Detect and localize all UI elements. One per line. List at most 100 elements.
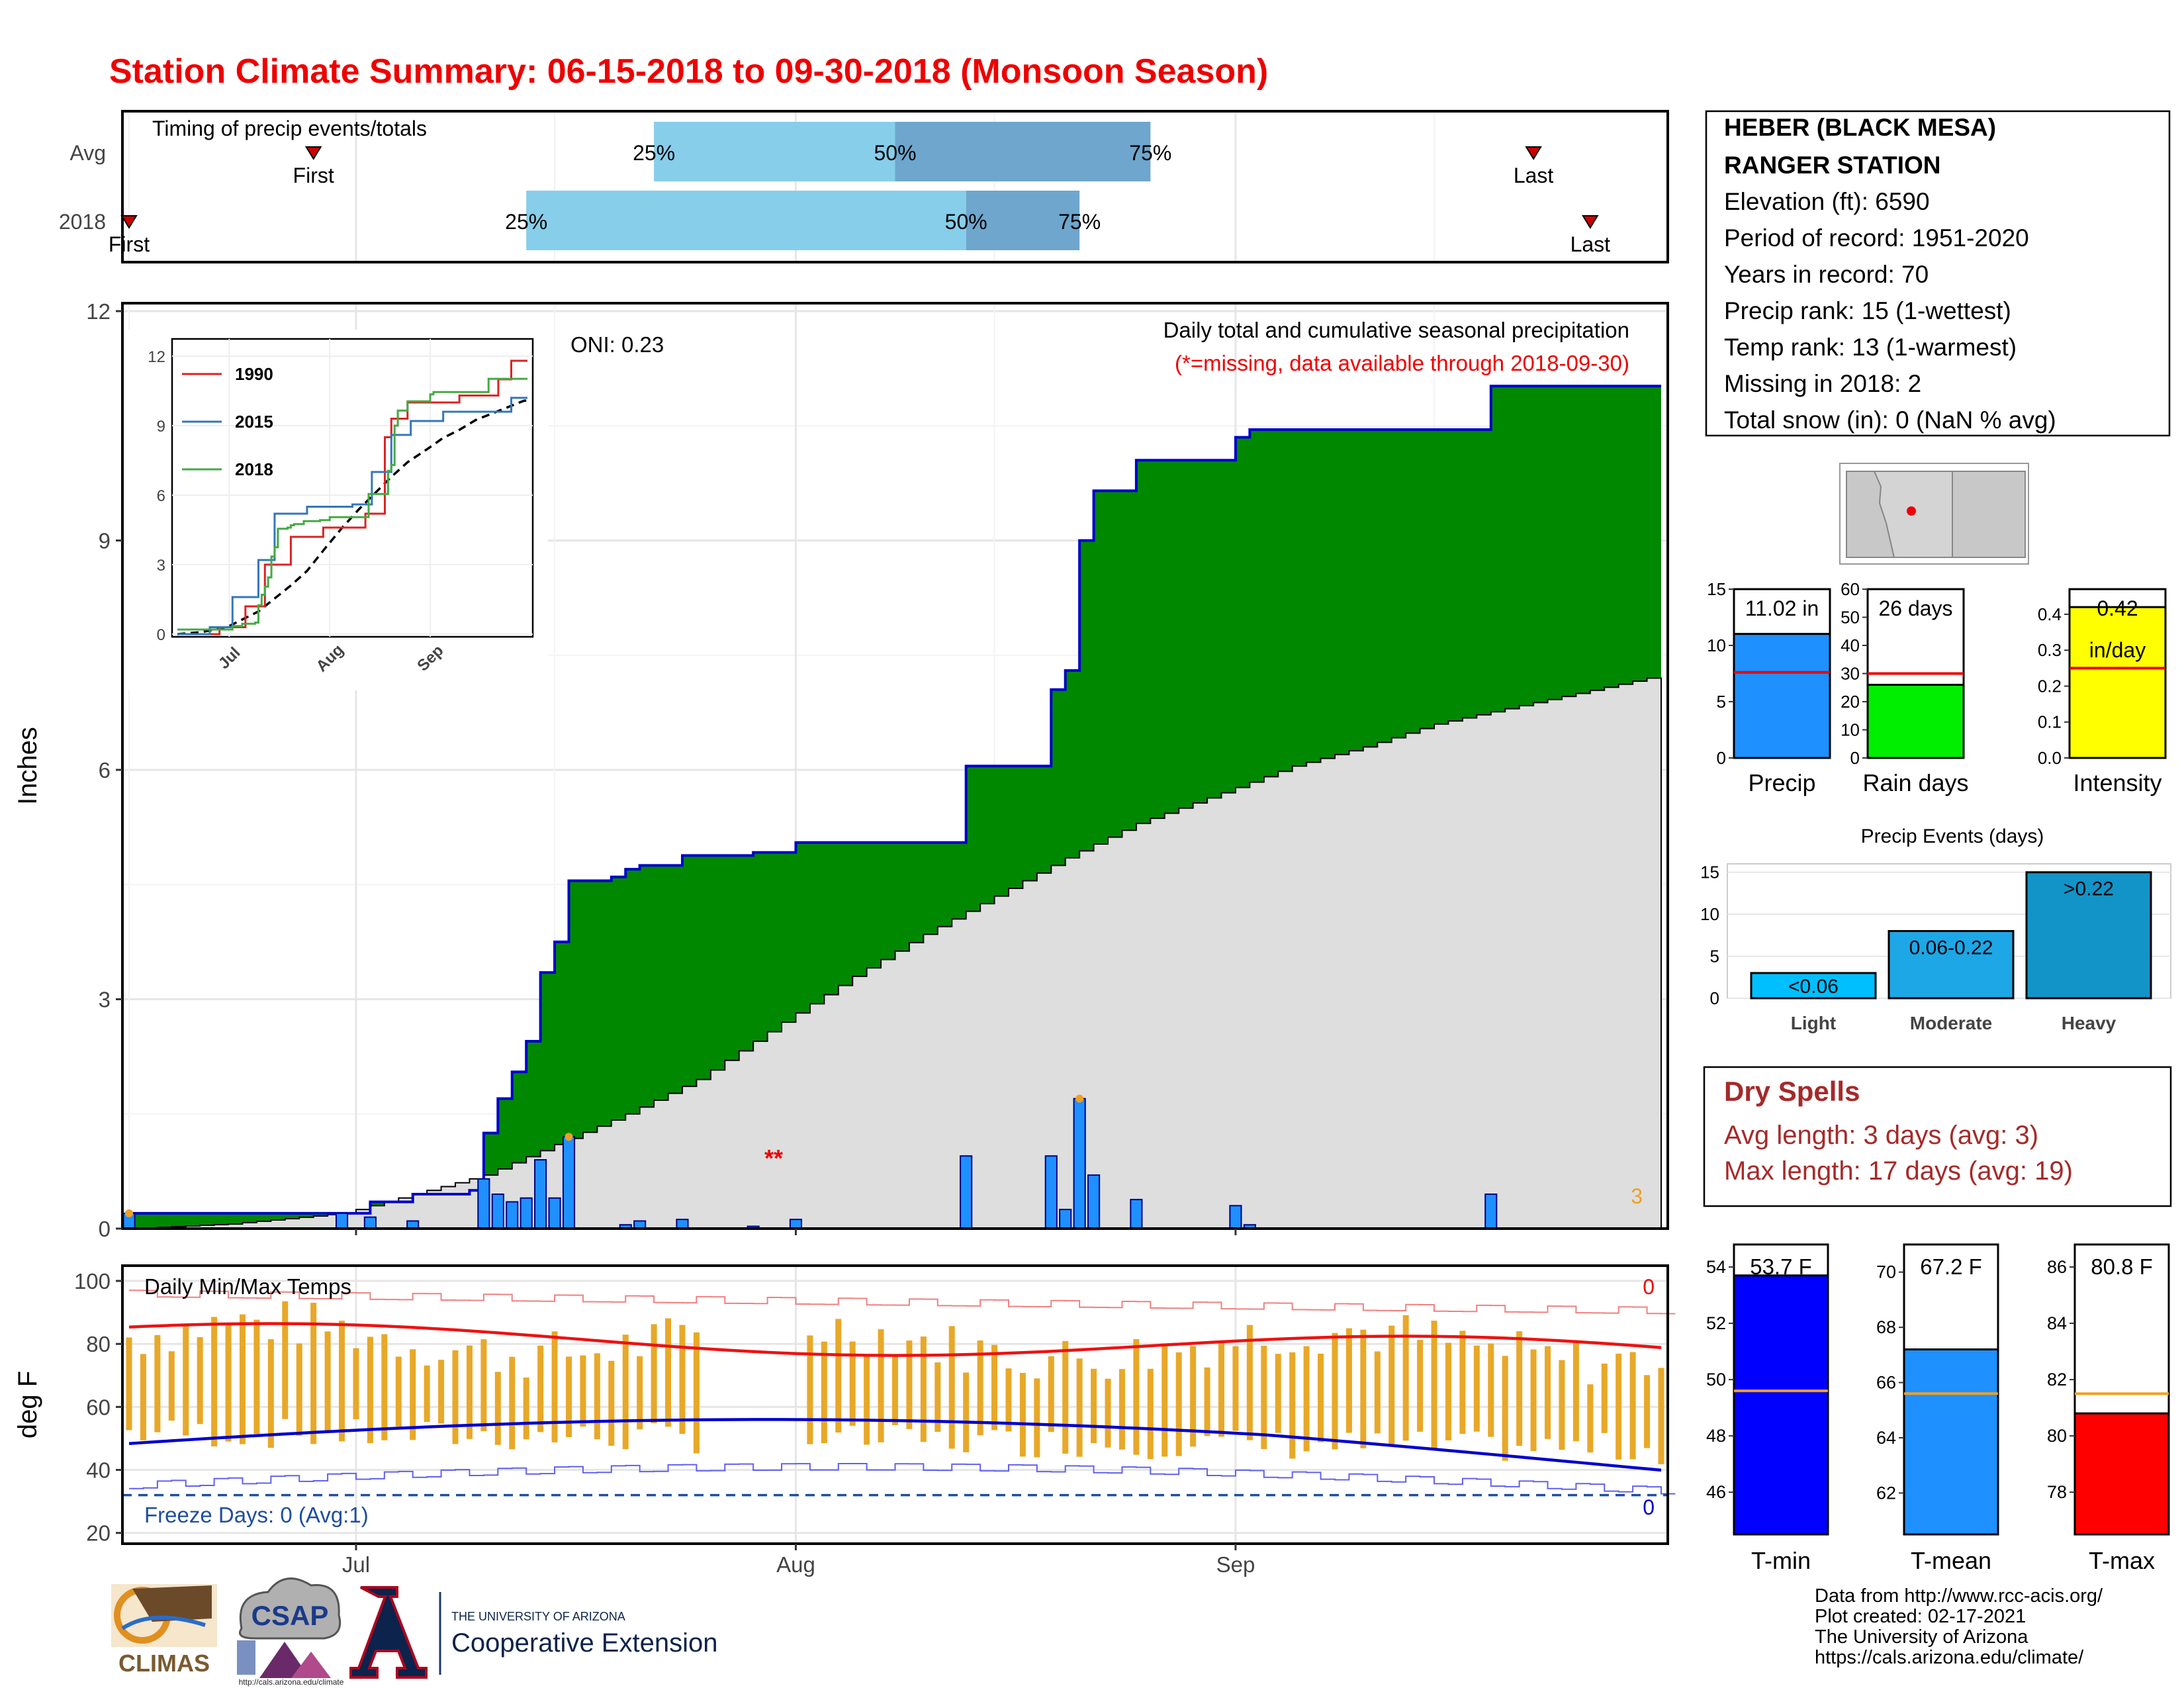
temp-y-tick-label: 20 [86, 1521, 111, 1546]
daily-precip-bar [363, 1216, 377, 1230]
station-info-line: Period of record: 1951-2020 [1724, 224, 2029, 252]
daily-temp-bar [1318, 1353, 1324, 1442]
daily-temp-bar [1345, 1328, 1352, 1433]
daily-temp-bar [452, 1350, 459, 1444]
last-event-label: Last [1570, 232, 1611, 256]
inset-y-tick-label: 9 [157, 418, 165, 436]
precip-y-tick-label: 6 [99, 758, 111, 782]
daily-precip-bar [1059, 1209, 1072, 1229]
temp-summary-category-label: T-max [2089, 1547, 2155, 1574]
daily-temp-bar [551, 1331, 558, 1442]
daily-precip-bar [548, 1197, 561, 1230]
daily-temp-bar [339, 1321, 345, 1442]
climas-logo: CLIMAS [111, 1584, 217, 1677]
events-y-tick-label: 10 [1700, 904, 1719, 924]
summary-y-tick-label: 15 [1707, 579, 1726, 599]
events-bar [1750, 972, 1877, 1000]
daily-temp-bar [494, 1372, 501, 1445]
daily-temp-bar [523, 1377, 529, 1440]
temp-summary-y-tick-label: 82 [2047, 1370, 2067, 1389]
inset-legend-label: 2018 [235, 459, 273, 479]
daily-temp-bar [1218, 1342, 1225, 1437]
max-record-count: 0 [1643, 1275, 1655, 1299]
temp-y-tick-label: 40 [86, 1458, 111, 1483]
summary-category-label: Intensity [2073, 769, 2161, 796]
record-day-marker [565, 1133, 573, 1141]
summary-category-label: Rain days [1862, 769, 1968, 796]
climas-logo-text: CLIMAS [118, 1650, 210, 1677]
summary-y-tick-label: 0 [1850, 748, 1860, 768]
daily-temp-bar [239, 1314, 246, 1444]
daily-temp-bar [1105, 1378, 1111, 1448]
daily-temp-bar [934, 1362, 941, 1432]
daily-temp-bar [1417, 1340, 1424, 1432]
daily-temp-bar [1374, 1351, 1381, 1434]
missing-count: 3 [1631, 1184, 1643, 1208]
daily-temp-bar [1459, 1331, 1466, 1434]
events-category-label: Light [1791, 1013, 1836, 1033]
daily-precip-bar [335, 1212, 349, 1230]
temp-y-axis-label: deg F [13, 1371, 42, 1438]
temp-summary-y-tick-label: 50 [1706, 1370, 1726, 1389]
daily-temp-bar [651, 1324, 657, 1423]
daily-temp-bar [1332, 1333, 1338, 1450]
station-info-line: Temp rank: 13 (1-warmest) [1724, 334, 2017, 361]
timing-panel: Timing of precip events/totals 25% 50% 75%… [59, 110, 1669, 263]
daily-temp-bar [565, 1356, 572, 1438]
record-max-line [129, 1289, 1676, 1315]
daily-temp-bar [1232, 1346, 1239, 1431]
daily-temp-bar [1488, 1343, 1494, 1437]
inset-y-tick-label: 12 [148, 348, 165, 366]
events-bar-label: >0.22 [2064, 878, 2114, 900]
daily-temp-bar [324, 1331, 331, 1433]
daily-temp-bar [296, 1343, 302, 1436]
temp-summary-value-label: 67.2 F [1920, 1254, 1982, 1279]
daily-precip-bar [520, 1197, 533, 1230]
dry-spells-max: Max length: 17 days (avg: 19) [1724, 1156, 2073, 1186]
daily-precip-bar [676, 1219, 689, 1230]
summary-bars: 0 5 10 15 11.02 in Precip 0 10 20 30 40 50 60 26 days… [1707, 579, 2167, 796]
station-name-2: RANGER STATION [1724, 152, 1941, 179]
inset-y-tick-label: 0 [157, 626, 165, 644]
daily-precip-bar [1229, 1205, 1242, 1229]
daily-temp-bar [637, 1356, 643, 1430]
daily-temp-bar [466, 1345, 473, 1439]
temp-summary-y-tick-label: 66 [1876, 1373, 1896, 1393]
temp-summary-category-label: T-mean [1911, 1547, 1991, 1574]
temp-summary-y-tick-label: 48 [1706, 1426, 1726, 1446]
daily-temp-bar [1133, 1339, 1140, 1455]
daily-temp-bar [183, 1323, 189, 1436]
daily-temp-bar [821, 1341, 827, 1444]
daily-temp-bar [267, 1339, 274, 1448]
station-info-line: Years in record: 70 [1724, 261, 1929, 288]
timing-p75-label: 75% [1058, 210, 1101, 234]
daily-precip-bar [506, 1201, 519, 1229]
events-category-label: Heavy [2062, 1013, 2116, 1033]
footer-credit-line: https://cals.arizona.edu/climate/ [1815, 1647, 2084, 1668]
freeze-days-label: Freeze Days: 0 (Avg:1) [144, 1503, 369, 1527]
daily-precip-bar [960, 1155, 973, 1230]
daily-temp-bar [253, 1319, 260, 1434]
events-y-tick-label: 5 [1710, 947, 1719, 966]
daily-temp-bar [948, 1326, 955, 1449]
summary-value-label: 26 days [1878, 596, 1952, 620]
events-category-label: Moderate [1910, 1013, 1992, 1033]
daily-temp-bar [1175, 1352, 1182, 1456]
daily-temp-bar [282, 1301, 289, 1419]
daily-temp-bar [580, 1355, 586, 1427]
daily-temp-bar [310, 1302, 317, 1444]
daily-temp-bar [864, 1356, 870, 1445]
first-event-label: First [109, 232, 150, 256]
daily-temp-bar [367, 1336, 373, 1444]
daily-temp-bar [197, 1336, 203, 1425]
timing-bar-50-75 [895, 122, 1151, 181]
cumulative-2018-line [129, 385, 1661, 1215]
inset-series-2018 [177, 377, 527, 631]
temp-summary-y-tick-label: 80 [2047, 1426, 2067, 1446]
daily-precip-bar [534, 1159, 547, 1230]
summary-y-tick-label: 20 [1841, 692, 1860, 712]
temp-summary-y-tick-label: 70 [1876, 1262, 1896, 1282]
precip-y-tick-label: 3 [99, 988, 111, 1012]
daily-precip-bar [491, 1194, 504, 1230]
